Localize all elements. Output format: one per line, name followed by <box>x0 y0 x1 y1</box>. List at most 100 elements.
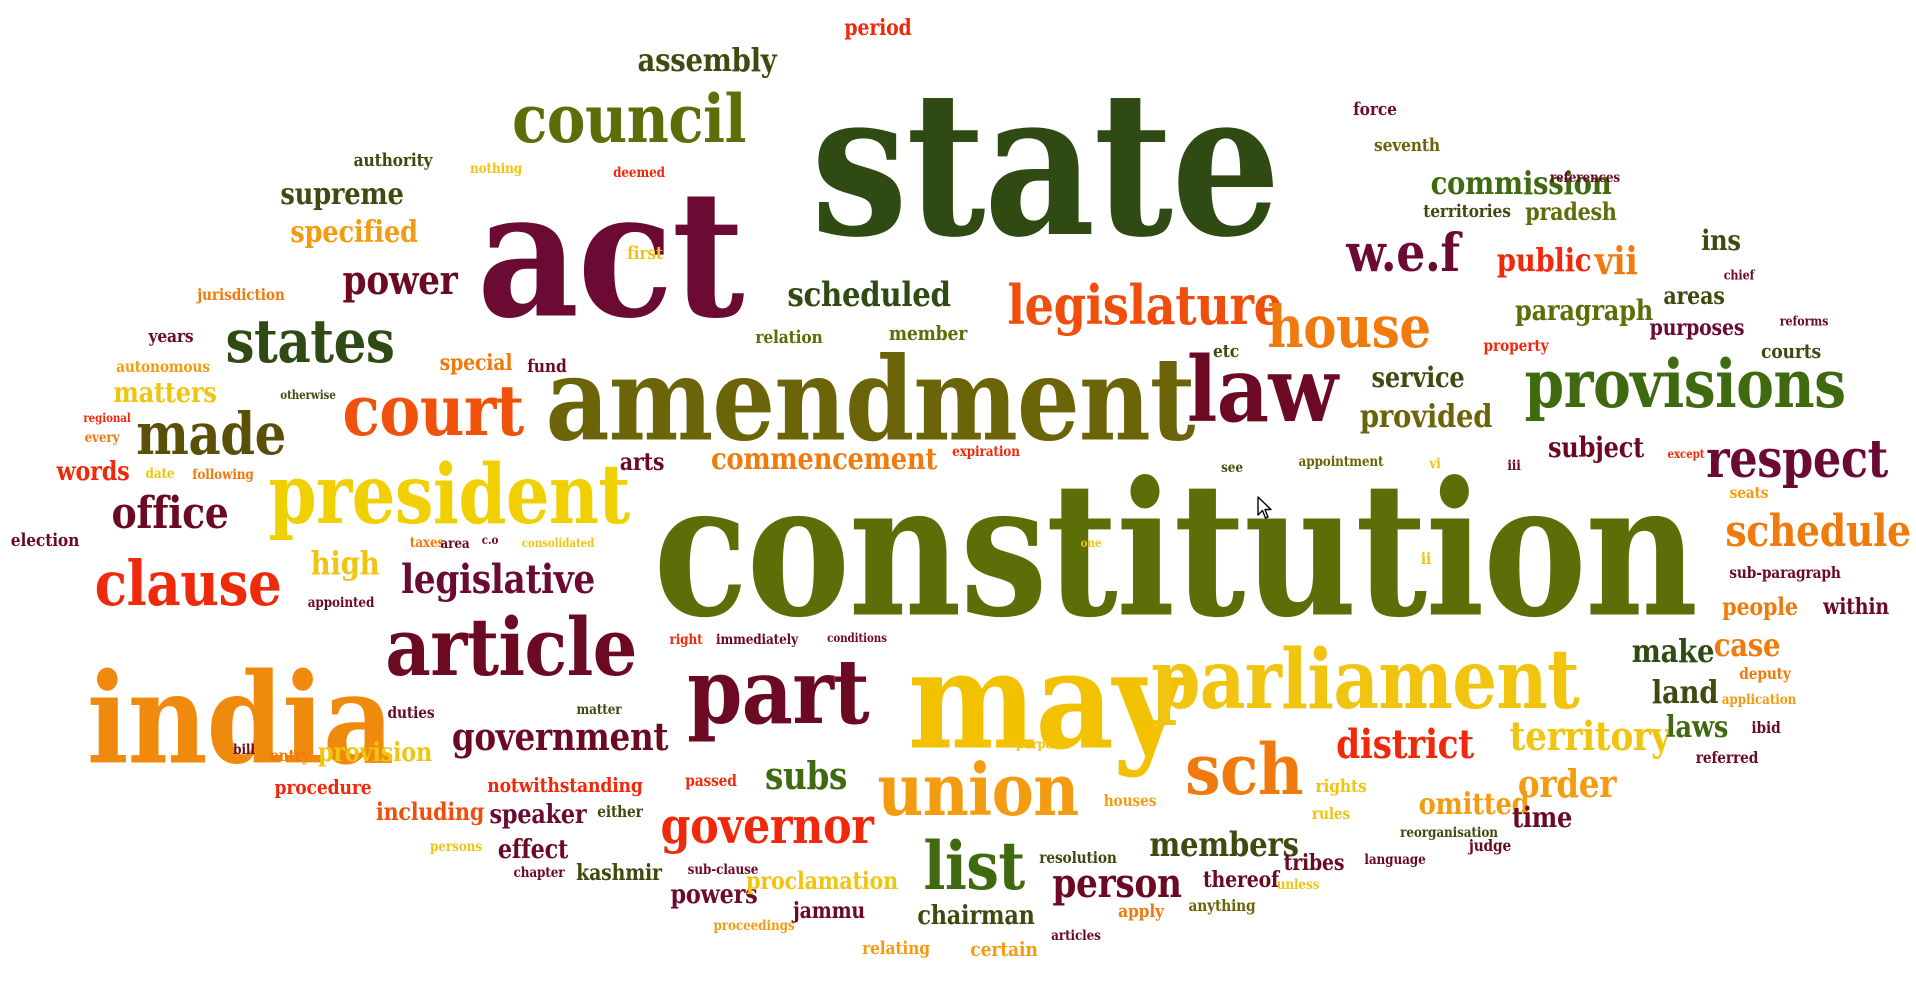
cloud-word: fund <box>527 356 567 377</box>
cloud-word: period <box>844 15 912 41</box>
cloud-word: council <box>512 80 747 158</box>
cloud-word: property <box>1483 336 1549 355</box>
cloud-word: following <box>192 467 254 483</box>
cloud-word: courts <box>1760 339 1822 363</box>
cloud-word: make <box>1631 632 1715 670</box>
cloud-word: deemed <box>613 165 665 181</box>
mouse-pointer-icon <box>1257 496 1272 519</box>
cloud-word: may <box>907 620 1183 780</box>
cloud-word: provision <box>317 738 433 768</box>
cloud-word: entry <box>270 746 310 765</box>
cloud-word: purpose <box>1016 737 1066 753</box>
cloud-word: powers <box>670 880 758 910</box>
cloud-word: otherwise <box>280 388 336 402</box>
cloud-word: subject <box>1547 431 1645 464</box>
cloud-word: amendment <box>545 332 1196 468</box>
cloud-word: autonomous <box>116 357 210 376</box>
cloud-word: government <box>451 714 669 759</box>
cloud-word: words <box>56 457 130 487</box>
cloud-word: either <box>597 802 643 821</box>
cloud-word: including <box>375 797 485 826</box>
cloud-word: referred <box>1695 748 1759 767</box>
cloud-word: deputy <box>1739 664 1791 683</box>
cloud-word: proclamation <box>746 866 898 895</box>
cloud-word: appointed <box>307 595 375 611</box>
cloud-word: iii <box>1507 458 1521 474</box>
cloud-word: purposes <box>1649 315 1745 341</box>
cloud-word: territory <box>1509 713 1671 760</box>
cloud-word: election <box>10 530 80 551</box>
cloud-word: w.e.f <box>1346 223 1460 284</box>
cloud-word: years <box>148 326 194 347</box>
cloud-word: court <box>342 369 524 452</box>
cloud-word: chairman <box>917 901 1035 931</box>
cloud-word: nothing <box>469 161 523 177</box>
cloud-word: persons <box>430 839 482 855</box>
cloud-word: part <box>687 639 870 745</box>
cloud-word: taxes <box>409 535 445 551</box>
cloud-word: see <box>1221 460 1243 476</box>
cloud-word: schedule <box>1725 506 1911 557</box>
cloud-word: land <box>1651 673 1719 711</box>
cloud-word: resolution <box>1039 848 1117 867</box>
cloud-word: immediately <box>716 632 798 648</box>
cloud-word: area <box>440 536 470 552</box>
cloud-word: high <box>310 544 380 582</box>
cloud-word: law <box>1186 337 1338 443</box>
cloud-word: references <box>1549 170 1621 186</box>
cloud-word: sub-paragraph <box>1729 563 1841 582</box>
cloud-word: every <box>84 430 120 446</box>
cloud-word: order <box>1517 761 1617 806</box>
cloud-word: effect <box>497 835 569 865</box>
cloud-word: relation <box>755 327 823 348</box>
cloud-word: houses <box>1103 791 1157 810</box>
cloud-word: india <box>86 646 394 793</box>
cloud-word: speaker <box>489 800 587 830</box>
cloud-word: anything <box>1188 896 1256 915</box>
cloud-word: certain <box>970 937 1038 961</box>
cloud-word: jurisdiction <box>197 285 285 304</box>
cloud-word: power <box>342 257 458 304</box>
cloud-word: list <box>923 827 1025 905</box>
cloud-word: articles <box>1051 928 1101 944</box>
cloud-word: duties <box>387 703 435 722</box>
cloud-word: application <box>1721 692 1797 708</box>
cloud-word: legislative <box>401 556 595 603</box>
cloud-word: commission <box>1430 164 1612 202</box>
cloud-word: sub-clause <box>687 862 759 878</box>
cloud-word: provided <box>1359 397 1493 435</box>
cloud-word: c.o <box>481 533 499 547</box>
cloud-word: etc <box>1213 341 1239 362</box>
cloud-word: matter <box>576 702 622 718</box>
cloud-word: supreme <box>280 177 404 212</box>
cloud-word: paragraph <box>1514 294 1654 327</box>
cloud-word: first <box>627 243 663 264</box>
cloud-word: proceedings <box>713 918 795 934</box>
cloud-word: respect <box>1706 429 1888 490</box>
cloud-word: state <box>810 47 1281 282</box>
cloud-word: house <box>1267 293 1431 361</box>
cloud-word: vii <box>1594 238 1638 283</box>
cloud-word: case <box>1713 626 1781 664</box>
cloud-word: expiration <box>952 444 1020 460</box>
cloud-word: seventh <box>1374 135 1440 156</box>
cloud-word: public <box>1496 241 1592 279</box>
cloud-word: consolidated <box>521 536 595 550</box>
cloud-word: subs <box>764 753 848 798</box>
cloud-word: service <box>1371 361 1465 394</box>
cloud-word: procedure <box>274 775 372 799</box>
cloud-word: president <box>268 447 631 543</box>
cloud-word: language <box>1364 852 1426 868</box>
cloud-word: force <box>1353 99 1397 120</box>
cloud-word: appointment <box>1298 454 1384 470</box>
cloud-word: people <box>1722 592 1798 621</box>
cloud-word: legislature <box>1007 273 1283 337</box>
cloud-word: bill <box>233 742 255 758</box>
cloud-word: scheduled <box>787 275 951 315</box>
cloud-word: ibid <box>1751 718 1781 737</box>
cloud-word: kashmir <box>576 860 662 886</box>
cloud-word: parliament <box>1151 632 1579 728</box>
cloud-word: one <box>1080 536 1102 550</box>
cloud-word: judge <box>1468 836 1512 855</box>
cloud-word: made <box>136 400 286 468</box>
